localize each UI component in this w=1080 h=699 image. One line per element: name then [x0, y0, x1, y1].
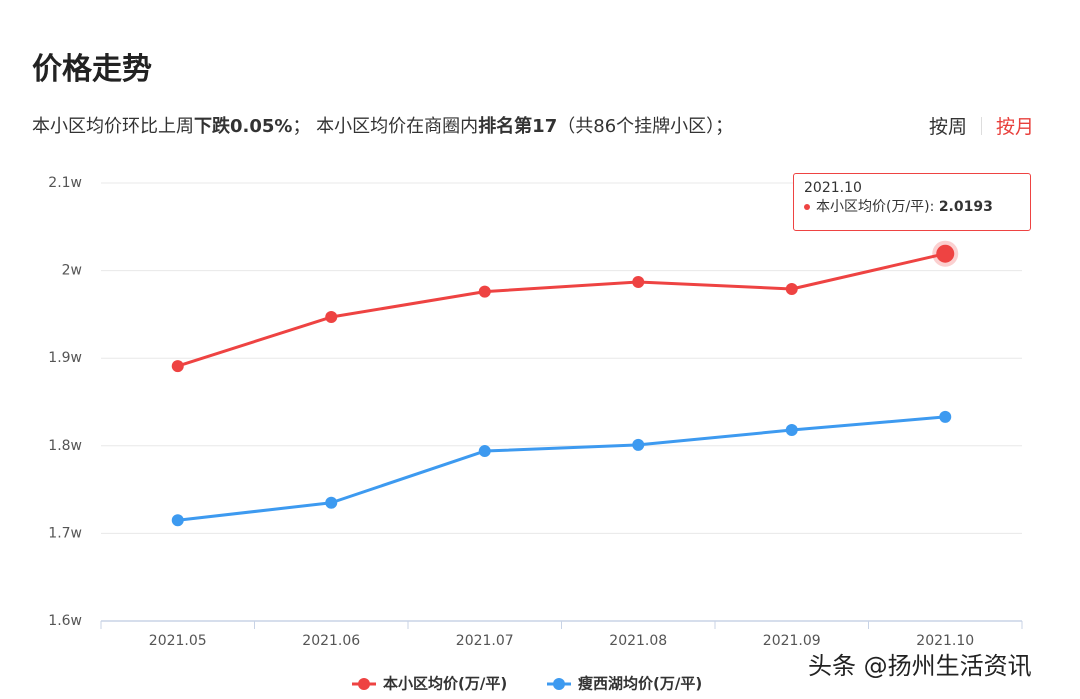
summary-text: （共86个挂牌小区）；: [557, 116, 734, 137]
legend-label[interactable]: 瘦西湖均价(万/平): [578, 675, 702, 693]
y-tick-label: 2.1w: [48, 175, 82, 191]
tooltip-date: 2021.10: [804, 180, 862, 196]
y-tick-label: 1.6w: [48, 613, 82, 629]
point: [785, 282, 798, 295]
point: [171, 360, 184, 373]
x-tick-label: 2021.07: [456, 633, 514, 649]
point: [171, 514, 184, 527]
point: [325, 496, 338, 509]
point: [632, 275, 645, 288]
tooltip: 2021.10 本小区均价(万/平): 2.0193: [793, 173, 1031, 231]
summary-text: ； 本小区均价在商圈内: [292, 116, 479, 137]
series-line: [177, 252, 946, 368]
title: 价格走势: [32, 52, 152, 87]
y-tick-label: 2w: [62, 263, 82, 279]
x-tick-label: 2021.09: [763, 633, 821, 649]
y-tick-label: 1.8w: [48, 438, 82, 454]
point: [325, 311, 338, 324]
x-tick-label: 2021.10: [916, 633, 974, 649]
x-tick-label: 2021.05: [149, 633, 207, 649]
point: [936, 244, 955, 263]
x-tick-label: 2021.06: [302, 633, 360, 649]
summary-emphasis: 下跌0.05%: [194, 116, 293, 137]
separator: [980, 116, 982, 135]
tooltip-dot: [804, 204, 810, 210]
period-toggle: 按周 按月: [929, 112, 1034, 139]
summary-emphasis: 排名第17: [478, 116, 558, 137]
series-line: [177, 415, 946, 522]
point: [478, 445, 491, 458]
watermark: 头条 @扬州生活资讯: [808, 652, 1032, 680]
point: [478, 285, 491, 298]
x-tick-label: 2021.08: [609, 633, 667, 649]
legend-label[interactable]: 本小区均价(万/平): [383, 675, 507, 693]
y-tick-label: 1.7w: [48, 525, 82, 541]
tooltip-row: 本小区均价(万/平): 2.0193: [804, 196, 1020, 216]
toggle-option[interactable]: 按周: [928, 116, 967, 138]
point: [939, 410, 952, 423]
legend-dot: [358, 678, 370, 690]
point: [632, 438, 645, 451]
y-tick-label: 1.9w: [48, 350, 82, 366]
legend-dot: [553, 678, 565, 690]
tooltip-value: 2.0193: [938, 199, 993, 215]
toggle-option[interactable]: 按月: [995, 116, 1034, 138]
tooltip-label: 本小区均价(万/平):: [816, 199, 935, 215]
point: [785, 424, 798, 437]
summary-text: 本小区均价环比上周: [32, 116, 194, 137]
summary: 本小区均价环比上周下跌0.05%； 本小区均价在商圈内排名第17（共86个挂牌小…: [32, 112, 733, 138]
